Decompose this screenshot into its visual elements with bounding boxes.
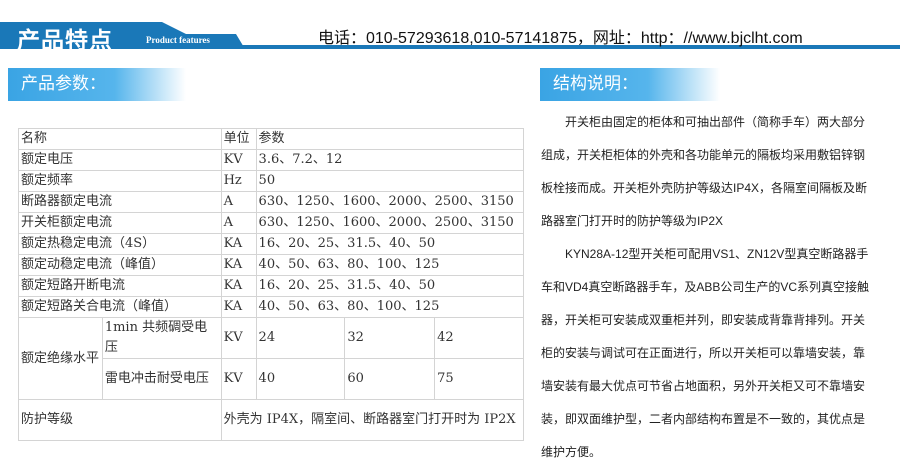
text-line: 路器室门打开时的防护等级为IP2X: [541, 214, 724, 228]
unit-cell: KV: [220, 317, 257, 359]
name-cell: 额定短路关合电流（峰值）: [18, 296, 222, 318]
value-cell: 24: [255, 317, 346, 359]
page-subtitle: Product features: [146, 35, 210, 45]
text-line: 装，即双面维护型，二者内部结构布置是不一致的，其优点是: [541, 412, 866, 426]
value-cell: 3.6、7.2、12: [255, 149, 525, 171]
unit-cell: KA: [220, 296, 257, 318]
subname-cell: 雷电冲击耐受电压: [101, 358, 222, 400]
value-cell: 16、20、25、31.5、40、50: [255, 233, 525, 255]
header-cell: 单位: [220, 128, 257, 150]
text-line: 器，开关柜可安装成双重柜并列，即安装成背靠背排列。开关: [541, 313, 866, 327]
text-line: 柜的安装与调试可在正面进行，所以开关柜可以靠墙安装，靠: [541, 346, 866, 360]
unit-cell: A: [220, 191, 257, 213]
table-row: 额定热稳定电流（4S） KA 16、20、25、31.5、40、50: [18, 233, 525, 255]
subname-cell: 1min 共频碉受电压: [101, 317, 222, 359]
structure-text: 开关柜由固定的柜体和可抽出部件（简称手车）两大部分 组成，开关柜柜体的外壳和各功能…: [541, 106, 871, 469]
params-table: 名称 单位 参数 额定电压 KV 3.6、7.2、12 额定频率 Hz 50 断路器额定电流 A 63…: [18, 128, 525, 441]
table-row: 额定短路关合电流（峰值） KA 40、50、63、80、100、125: [18, 296, 525, 318]
name-cell: 额定电压: [18, 149, 222, 171]
unit-cell: Hz: [220, 170, 257, 192]
value-cell: 75: [434, 358, 524, 400]
name-cell: 额定短路开断电流: [18, 275, 222, 297]
name-cell: 额定热稳定电流（4S）: [18, 233, 222, 255]
header-cell: 名称: [18, 128, 222, 150]
unit-cell: KA: [220, 233, 257, 255]
value-cell: 60: [344, 358, 436, 400]
text-line: 开关柜由固定的柜体和可抽出部件（简称手车）两大部分: [541, 115, 866, 129]
unit-cell: KV: [220, 358, 257, 400]
value-cell: 630、1250、1600、2000、2500、3150: [255, 191, 525, 213]
contact-info: 电话：010-57293618,010-57141875，网址：http：//w…: [318, 30, 803, 47]
header-cell: 参数: [255, 128, 525, 150]
table-row: 断路器额定电流 A 630、1250、1600、2000、2500、3150: [18, 191, 525, 213]
value-cell: 32: [344, 317, 436, 359]
value-cell: 630、1250、1600、2000、2500、3150: [255, 212, 525, 234]
value-cell: 40、50、63、80、100、125: [255, 296, 525, 318]
unit-cell: KV: [220, 149, 257, 171]
value-cell: 50: [255, 170, 525, 192]
name-cell: 额定动稳定电流（峰值）: [18, 254, 222, 276]
header-bar: 产品特点 Product features: [0, 22, 900, 54]
table-row: 额定短路开断电流 KA 16、20、25、31.5、40、50: [18, 275, 525, 297]
name-cell: 开关柜额定电流: [18, 212, 222, 234]
name-cell: 额定绝缘水平: [18, 317, 103, 400]
table-row: 防护等级 外壳为 IP4X，隔室间、断路器室门打开时为 IP2X: [18, 399, 525, 441]
unit-cell: KA: [220, 275, 257, 297]
table-row: 雷电冲击耐受电压 KV 40 60 75: [19, 358, 524, 400]
params-heading: 产品参数：: [8, 68, 186, 101]
table-row: 额定电压 KV 3.6、7.2、12: [18, 149, 525, 171]
value-cell: 16、20、25、31.5、40、50: [255, 275, 525, 297]
unit-cell: A: [220, 212, 257, 234]
text-line: 维护方便。: [541, 445, 602, 459]
text-line: 墙安装有最大优点可节省占地面积，另外开关柜又可不靠墙安: [541, 379, 866, 393]
table-row: 额定绝缘水平 1min 共频碉受电压 KV 24 32 42: [18, 317, 524, 400]
text-line: 组成，开关柜柜体的外壳和各功能单元的隔板均采用敷铝锌钢: [541, 148, 866, 162]
unit-cell: KA: [220, 254, 257, 276]
name-cell: 额定频率: [18, 170, 222, 192]
text-line: 板栓接而成。开关柜外壳防护等级达IP4X，各隔室间隔板及断: [541, 181, 868, 195]
value-cell: 42: [434, 317, 524, 359]
structure-heading: 结构说明：: [540, 68, 720, 101]
header-divider: [0, 45, 900, 49]
table-row: 额定频率 Hz 50: [18, 170, 525, 192]
name-cell: 防护等级: [18, 399, 222, 441]
table-header-row: 名称 单位 参数: [18, 128, 525, 150]
table-row: 额定动稳定电流（峰值） KA 40、50、63、80、100、125: [18, 254, 525, 276]
value-cell: 外壳为 IP4X，隔室间、断路器室门打开时为 IP2X: [220, 399, 525, 441]
params-table-body: 名称 单位 参数 额定电压 KV 3.6、7.2、12 额定频率 Hz 50 断路器额定电流 A 63…: [18, 128, 525, 441]
text-line: KYN28A-12型开关柜可配用VS1、ZN12V型真空断路器手: [541, 247, 869, 261]
value-cell: 40: [255, 358, 346, 400]
name-cell: 断路器额定电流: [18, 191, 222, 213]
page-title: 产品特点: [17, 27, 113, 54]
text-line: 车和VD4真空断路器手车，及ABB公司生产的VC系列真空接触: [541, 280, 870, 294]
table-row: 开关柜额定电流 A 630、1250、1600、2000、2500、3150: [18, 212, 525, 234]
value-cell: 40、50、63、80、100、125: [255, 254, 525, 276]
